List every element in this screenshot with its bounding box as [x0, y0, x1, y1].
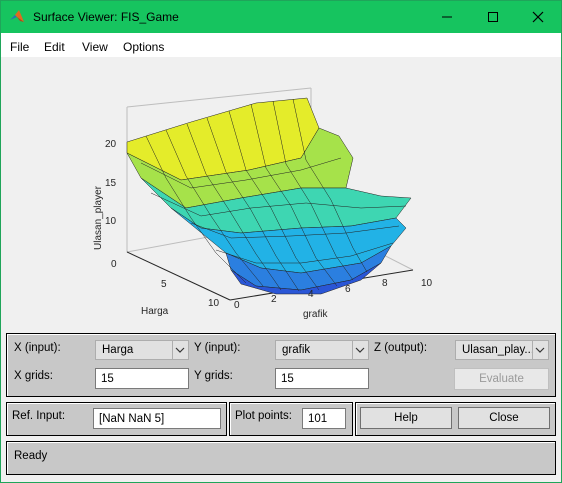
- menu-view[interactable]: View: [82, 40, 108, 54]
- plot-points-panel: Plot points:: [229, 402, 353, 436]
- grafik-axis-label: grafik: [303, 309, 328, 320]
- z-tick-20: 20: [105, 139, 117, 150]
- maximize-button[interactable]: [470, 1, 516, 33]
- surface-mesh: [126, 97, 412, 295]
- chevron-down-icon: [172, 341, 188, 359]
- grafik-tick-2: 2: [271, 294, 277, 305]
- z-tick-15: 15: [105, 178, 117, 189]
- menu-edit[interactable]: Edit: [44, 40, 65, 54]
- surface-plot-area[interactable]: 20 15 10 Ulasan_player 0 5 10 Harga 0 2 …: [1, 58, 561, 330]
- close-button[interactable]: Close: [458, 407, 550, 429]
- chevron-down-icon: [532, 341, 548, 359]
- x-grids-input[interactable]: [95, 368, 189, 389]
- grafik-tick-4: 4: [308, 289, 314, 300]
- evaluate-button[interactable]: Evaluate: [454, 368, 549, 390]
- z-output-select[interactable]: Ulasan_play...: [455, 340, 549, 360]
- minimize-icon: [442, 16, 452, 18]
- axis-wall-top: [126, 87, 312, 108]
- buttons-panel: Help Close: [355, 402, 556, 436]
- ref-input-panel: Ref. Input:: [6, 402, 227, 436]
- plot-points-label: Plot points:: [235, 410, 292, 422]
- matlab-icon: [10, 10, 24, 22]
- plot-points-input[interactable]: [302, 408, 346, 429]
- y-input-value: grafik: [282, 344, 311, 356]
- status-text: Ready: [14, 450, 48, 462]
- harga-tick-10: 10: [208, 298, 220, 309]
- harga-axis-label: Harga: [141, 306, 169, 317]
- menu-file[interactable]: File: [10, 40, 30, 54]
- x-input-value: Harga: [102, 344, 134, 356]
- y-grids-input[interactable]: [275, 368, 369, 389]
- close-icon: [532, 11, 544, 23]
- y-grids-label: Y grids:: [194, 370, 233, 382]
- x-grids-label: X grids:: [14, 370, 53, 382]
- window-title: Surface Viewer: FIS_Game: [33, 10, 179, 24]
- help-button[interactable]: Help: [360, 407, 452, 429]
- variables-panel: X (input): Harga Y (input): grafik Z (ou…: [6, 333, 556, 397]
- ref-input-label: Ref. Input:: [12, 410, 66, 422]
- z-tick-10: 10: [105, 216, 117, 227]
- x-input-select[interactable]: Harga: [95, 340, 189, 360]
- menu-bar: File Edit View Options: [1, 33, 561, 57]
- ref-input-field[interactable]: [93, 408, 221, 429]
- grafik-tick-8: 8: [382, 278, 388, 289]
- status-bar: Ready: [6, 441, 556, 475]
- y-input-select[interactable]: grafik: [275, 340, 369, 360]
- title-bar[interactable]: Surface Viewer: FIS_Game: [1, 1, 561, 33]
- harga-axis-line: [126, 251, 231, 301]
- close-window-button[interactable]: [515, 1, 561, 33]
- z-output-label: Z (output):: [374, 342, 428, 354]
- menu-options[interactable]: Options: [123, 40, 165, 54]
- y-input-label: Y (input):: [194, 342, 241, 354]
- minimize-button[interactable]: [424, 1, 470, 33]
- chevron-down-icon: [352, 341, 368, 359]
- grafik-tick-6: 6: [345, 284, 351, 295]
- x-input-label: X (input):: [14, 342, 61, 354]
- surface-plot[interactable]: 20 15 10 Ulasan_player 0 5 10 Harga 0 2 …: [1, 58, 561, 330]
- z-axis-label: Ulasan_player: [93, 185, 104, 250]
- harga-tick-0: 0: [111, 259, 117, 270]
- maximize-icon: [488, 12, 498, 22]
- harga-tick-5: 5: [161, 279, 167, 290]
- grafik-tick-10: 10: [421, 278, 433, 289]
- grafik-tick-0: 0: [234, 300, 240, 311]
- z-output-value: Ulasan_play...: [462, 344, 535, 356]
